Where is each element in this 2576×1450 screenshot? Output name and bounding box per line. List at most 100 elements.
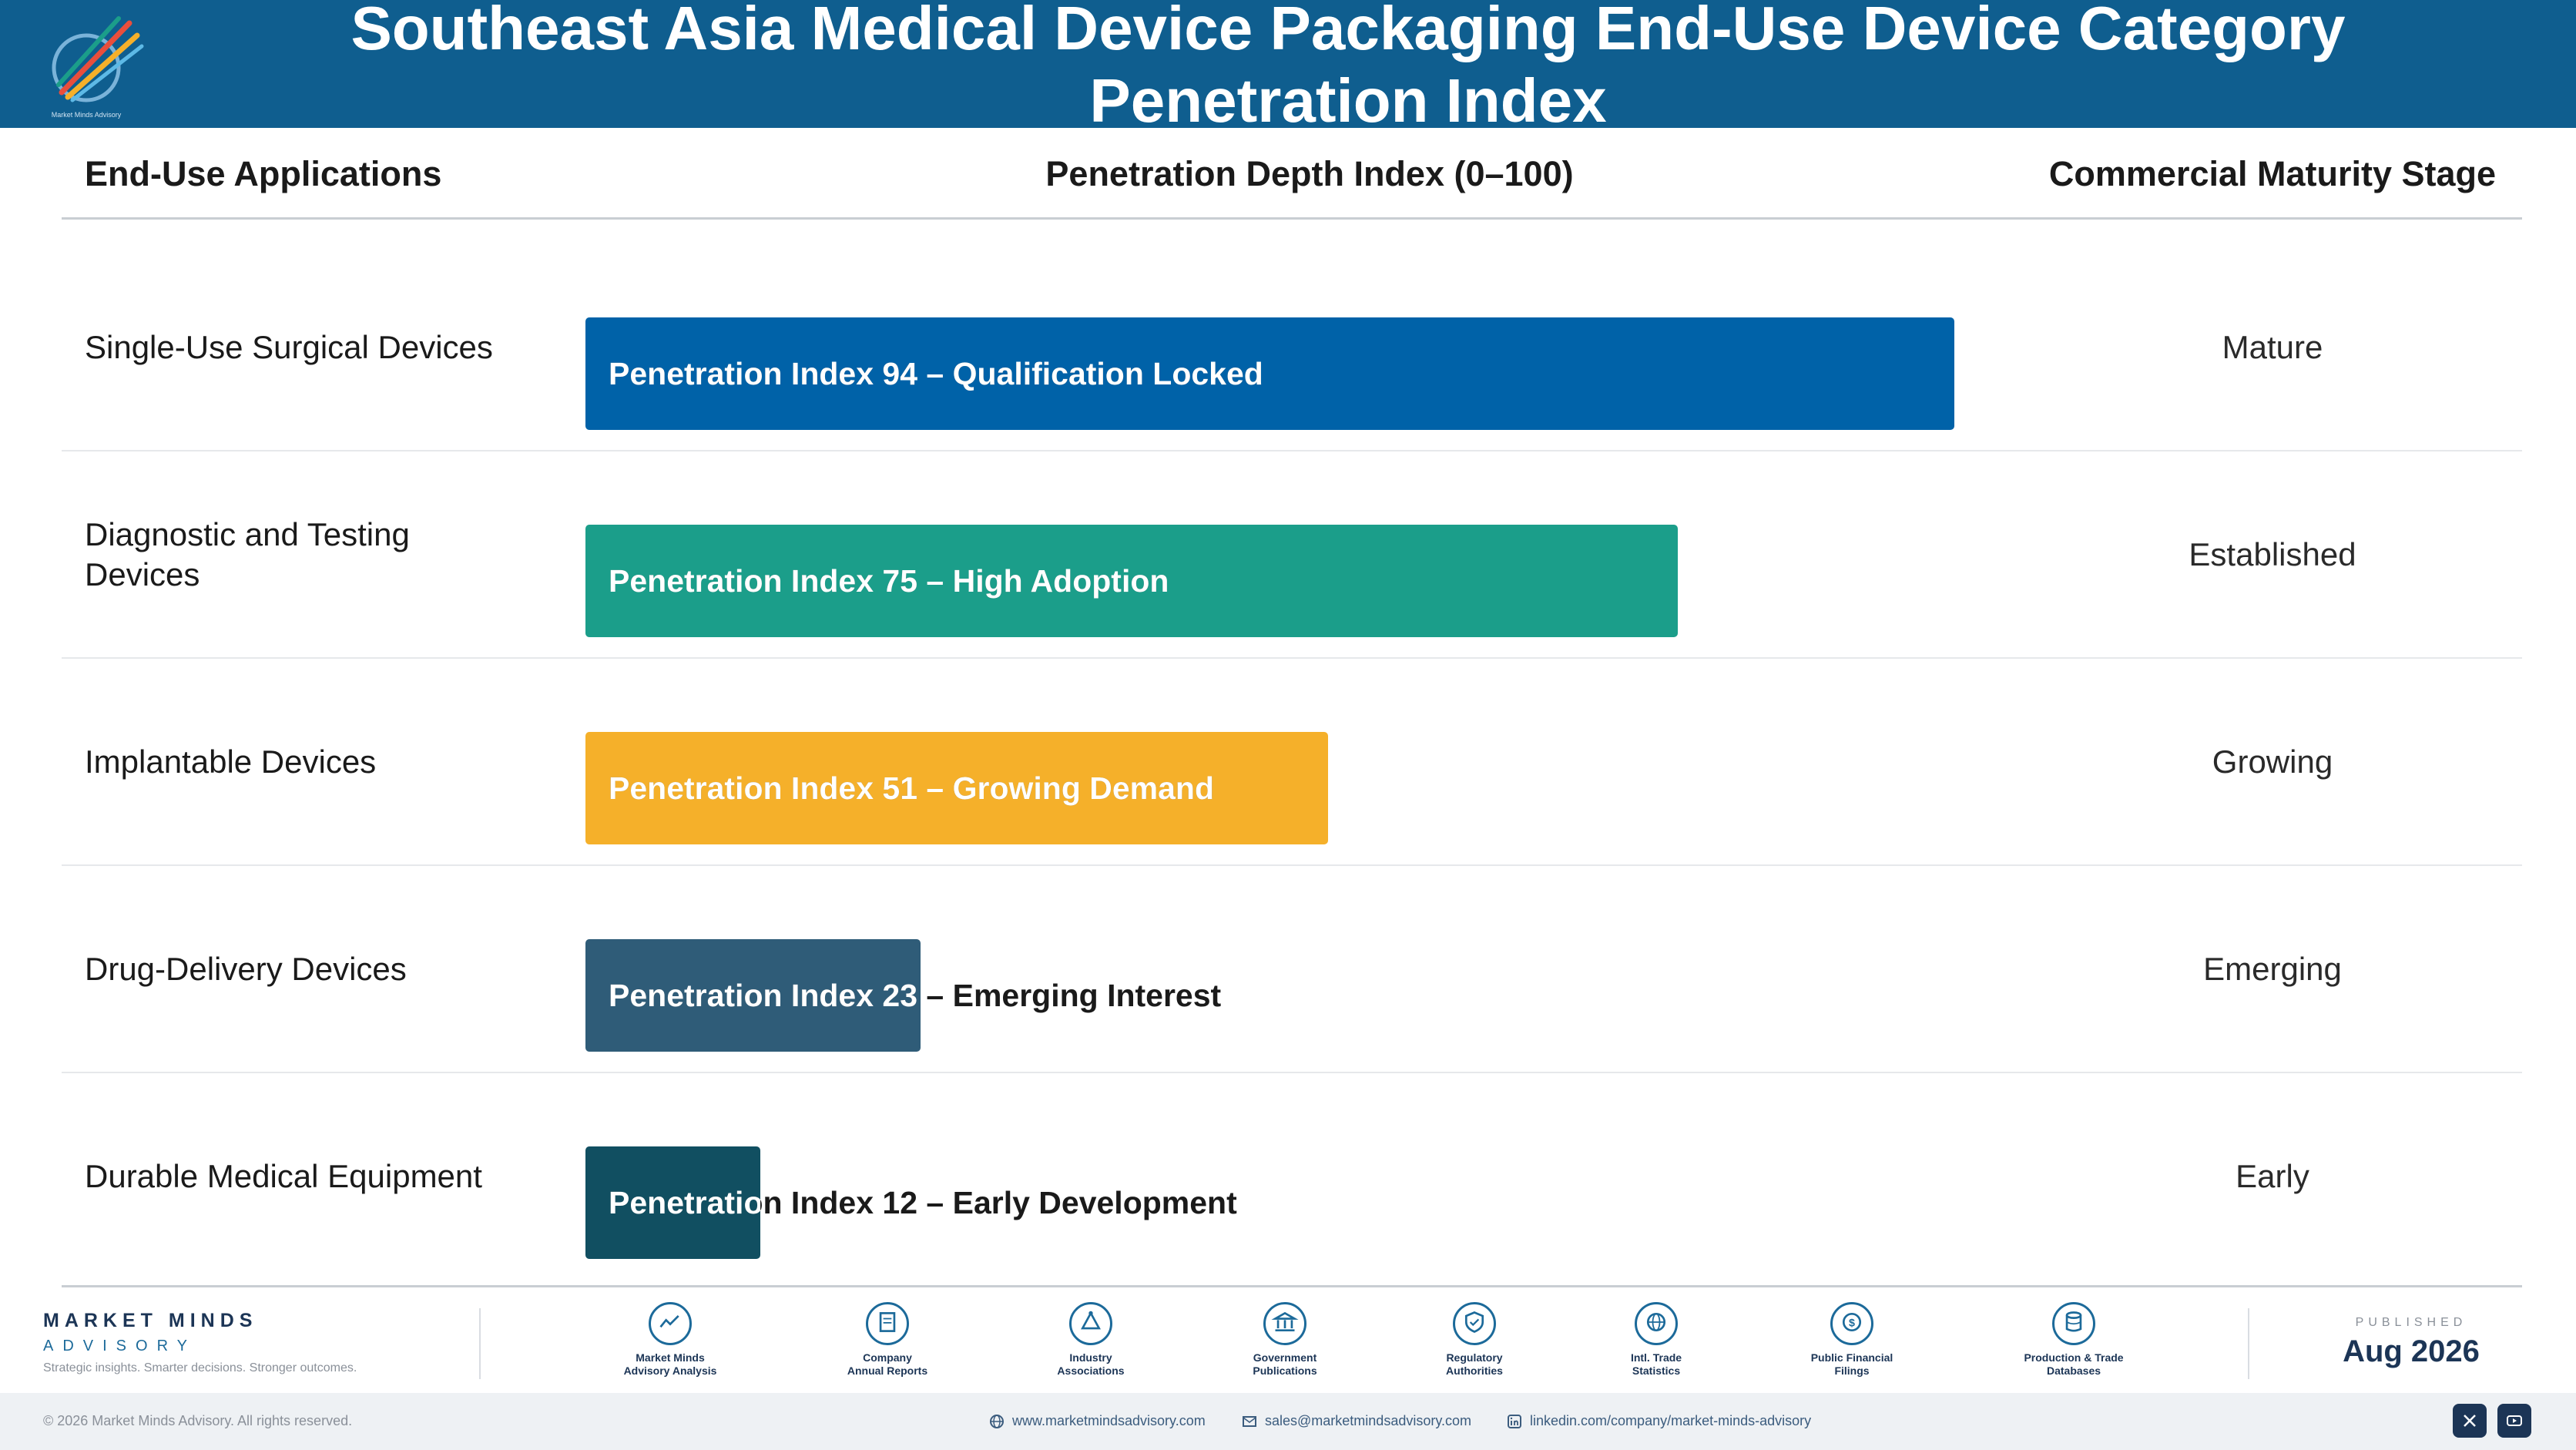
- email-link[interactable]: sales@marketmindsadvisory.com: [1242, 1413, 1471, 1429]
- published-date: Aug 2026: [2343, 1334, 2480, 1368]
- footer-divider: [62, 1285, 2522, 1287]
- brand-subtitle: ADVISORY: [43, 1338, 196, 1354]
- column-header-index: Penetration Depth Index (0–100): [1045, 154, 1574, 193]
- source-label-line-1: Intl. Trade: [1630, 1351, 1682, 1364]
- x-icon: [2464, 1415, 2476, 1427]
- email-text: sales@marketmindsadvisory.com: [1265, 1413, 1472, 1428]
- website-link[interactable]: www.marketmindsadvisory.com: [989, 1413, 1206, 1429]
- source-label: Regulatory Authorities: [1397, 1351, 1551, 1378]
- linkedin-icon: [1508, 1414, 1521, 1428]
- bar: [585, 525, 1678, 637]
- published-label: PUBLISHED: [2355, 1316, 2467, 1329]
- page-title: Southeast Asia Medical Device Packaging …: [185, 0, 2511, 137]
- table-row: Durable Medical Equipment Penetration Ind…: [0, 1072, 2576, 1280]
- source-label: Production & Trade Databases: [1997, 1351, 2151, 1378]
- x-social-button[interactable]: [2453, 1404, 2487, 1438]
- logo: Market Minds Advisory: [52, 16, 144, 119]
- row-divider: [62, 1072, 2522, 1073]
- linkedin-text: linkedin.com/company/market-minds-adviso…: [1530, 1413, 1812, 1428]
- bar-label: Penetration Index 75 – High Adoption: [609, 562, 1169, 599]
- source-item: $ Public Financial Filings: [1775, 1302, 1929, 1378]
- title-line-1: Southeast Asia Medical Device Packaging …: [351, 0, 2346, 62]
- bar-label-overlay: Penetration Index 75 – High Adoption: [609, 562, 1169, 599]
- source-label-line-1: Government: [1253, 1351, 1317, 1364]
- source-label-line-2: Annual Reports: [847, 1364, 928, 1377]
- logo-text: Market Minds Advisory: [52, 111, 122, 119]
- bar-label-overlay: Penetration Index 51 – Growing Demand: [609, 770, 1215, 806]
- coin-icon: $: [1830, 1302, 1873, 1345]
- bar: [585, 732, 1328, 844]
- category-label: Implantable Devices: [85, 743, 377, 780]
- source-label: Public Financial Filings: [1775, 1351, 1929, 1378]
- source-label-line-1: Public Financial: [1810, 1351, 1893, 1364]
- youtube-icon: [2507, 1415, 2522, 1426]
- footer-separator: [2248, 1308, 2249, 1379]
- brand-tagline: Strategic insights. Smarter decisions. S…: [43, 1361, 357, 1374]
- linkedin-link[interactable]: linkedin.com/company/market-minds-adviso…: [1507, 1413, 1811, 1429]
- source-label: Government Publications: [1208, 1351, 1362, 1378]
- bar: [585, 1146, 760, 1259]
- source-label: Intl. Trade Statistics: [1579, 1351, 1733, 1378]
- source-label-line-1: Industry: [1069, 1351, 1112, 1364]
- source-label: Company Annual Reports: [810, 1351, 964, 1378]
- category-label: Durable Medical Equipment: [85, 1158, 482, 1194]
- table-row: Diagnostic and Testing Devices Penetratio…: [0, 451, 2576, 659]
- maturity-stage: Growing: [2212, 743, 2333, 780]
- government-icon: [1263, 1302, 1306, 1345]
- brand-name: MARKET MINDS: [43, 1310, 258, 1331]
- table-row: Implantable Devices Penetration Index 51 …: [0, 658, 2576, 866]
- row-divider: [62, 450, 2522, 451]
- category-label: Drug-Delivery Devices: [85, 951, 407, 987]
- source-label-line-2: Databases: [2046, 1364, 2101, 1377]
- source-label-line-2: Filings: [1834, 1364, 1870, 1377]
- maturity-stage: Mature: [2222, 329, 2323, 365]
- footer-separator: [479, 1308, 481, 1379]
- youtube-social-button[interactable]: [2497, 1404, 2531, 1438]
- maturity-stage: Emerging: [2203, 951, 2342, 987]
- source-label-line-2: Advisory Analysis: [623, 1364, 717, 1377]
- source-label-line-1: Market Minds: [636, 1351, 705, 1364]
- title-line-2: Penetration Index: [1089, 66, 1607, 135]
- source-item: Government Publications: [1208, 1302, 1362, 1378]
- source-label-line-1: Regulatory: [1446, 1351, 1503, 1364]
- bar-label: Penetration Index 51 – Growing Demand: [609, 770, 1215, 806]
- database-icon: [2052, 1302, 2095, 1345]
- bar-label-overlay: Penetration Index 94 – Qualification Loc…: [609, 355, 1263, 391]
- bar: [585, 317, 1954, 430]
- bar-label: Penetration Index 94 – Qualification Loc…: [609, 355, 1263, 391]
- source-item: Company Annual Reports: [810, 1302, 964, 1378]
- maturity-stage: Early: [2236, 1158, 2309, 1194]
- source-item: Intl. Trade Statistics: [1579, 1302, 1733, 1378]
- svg-text:$: $: [1849, 1317, 1855, 1329]
- website-text: www.marketmindsadvisory.com: [1012, 1413, 1206, 1428]
- source-label-line-1: Production & Trade: [2024, 1351, 2124, 1364]
- category-label: Single-Use Surgical Devices: [85, 329, 493, 365]
- bar: [585, 939, 921, 1052]
- source-label-line-1: Company: [863, 1351, 912, 1364]
- source-label-line-2: Statistics: [1632, 1364, 1681, 1377]
- copyright: © 2026 Market Minds Advisory. All rights…: [43, 1413, 353, 1428]
- source-label-line-2: Publications: [1253, 1364, 1317, 1377]
- source-item: Market Minds Advisory Analysis: [593, 1302, 747, 1378]
- row-divider: [62, 657, 2522, 659]
- category-label: Diagnostic and Testing Devices: [85, 516, 410, 592]
- column-header-applications: End-Use Applications: [85, 154, 442, 193]
- source-label: Industry Associations: [1014, 1351, 1168, 1378]
- document-icon: [866, 1302, 909, 1345]
- source-item: Production & Trade Databases: [1997, 1302, 2151, 1378]
- table-row: Drug-Delivery Devices Penetration Index 2…: [0, 865, 2576, 1073]
- source-label-line-2: Associations: [1057, 1364, 1125, 1377]
- column-header-stage: Commercial Maturity Stage: [2048, 154, 2497, 193]
- globe-icon: [990, 1414, 1004, 1428]
- source-label: Market Minds Advisory Analysis: [593, 1351, 747, 1378]
- maturity-stage: Established: [2189, 536, 2356, 572]
- bar-label: Penetration Index 12 – Early Development: [609, 1184, 1237, 1220]
- network-icon: [1069, 1302, 1112, 1345]
- row-divider: [62, 864, 2522, 866]
- shield-icon: [1453, 1302, 1496, 1345]
- bottom-band: [0, 1393, 2576, 1450]
- source-item: Regulatory Authorities: [1397, 1302, 1551, 1378]
- header-bar: Market Minds Advisory Southeast Asia Med…: [0, 0, 2576, 135]
- header-divider: [62, 217, 2522, 220]
